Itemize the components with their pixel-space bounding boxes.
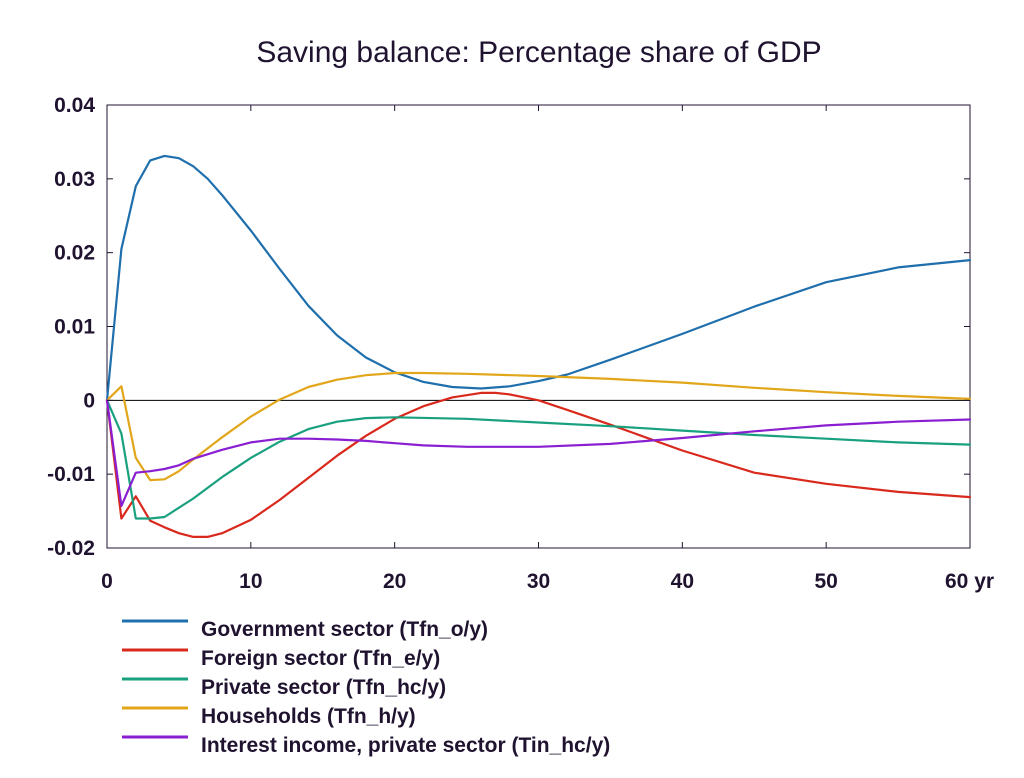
x-tick-label: 60 yr	[945, 570, 994, 593]
series-line-4	[105, 371, 972, 482]
x-tick-label: 10	[239, 570, 262, 593]
x-tick-label: 30	[527, 570, 550, 593]
x-tick-label: 50	[814, 570, 837, 593]
series-line-1	[105, 154, 972, 402]
legend-label: Households (Tfn_h/y)	[201, 705, 416, 728]
series-line-5	[105, 399, 972, 507]
series-line-3	[105, 399, 972, 520]
y-tick-label: 0.03	[54, 168, 95, 191]
x-tick-label: 0	[101, 570, 113, 593]
y-tick-label: 0.01	[54, 316, 95, 339]
legend: Government sector (Tfn_o/y) Foreign secto…	[122, 618, 610, 757]
legend-label: Private sector (Tfn_hc/y)	[201, 676, 446, 699]
axes	[106, 104, 971, 549]
y-tick-label: -0.01	[47, 463, 95, 486]
y-tick-label: 0.02	[54, 242, 95, 265]
x-tick-label: 20	[383, 570, 406, 593]
y-axis-ticks: -0.02 -0.01 0 0.01 0.02 0.03 0.04	[47, 94, 970, 560]
legend-label: Foreign sector (Tfn_e/y)	[201, 647, 440, 670]
plot-frame	[106, 104, 971, 549]
legend-label: Government sector (Tfn_o/y)	[201, 618, 488, 641]
chart-title: Saving balance: Percentage share of GDP	[256, 36, 821, 69]
series-layer	[105, 154, 972, 538]
x-axis-ticks: 0 10 20 30 40 50 60 yr	[101, 105, 994, 593]
legend-label: Interest income, private sector (Tin_hc/…	[201, 734, 610, 757]
y-tick-label: -0.02	[47, 537, 95, 560]
y-tick-label: 0	[83, 389, 95, 412]
series-line-2	[105, 391, 972, 538]
y-tick-label: 0.04	[54, 94, 95, 117]
x-tick-label: 40	[671, 570, 694, 593]
